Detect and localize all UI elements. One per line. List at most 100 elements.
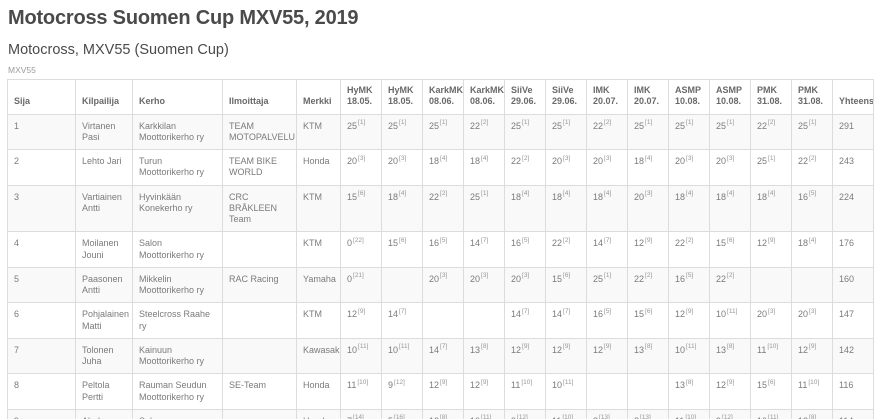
score-cell: 11[10] — [668, 408, 710, 419]
heat-position: [21] — [353, 272, 364, 280]
heat-position: [8] — [727, 343, 735, 351]
heat-position: [8] — [440, 414, 448, 419]
total-cell: 224 — [832, 184, 874, 233]
heat-position: [1] — [809, 119, 817, 126]
rank-cell: 7 — [7, 337, 76, 375]
score-cell: 16[5] — [422, 231, 464, 268]
table-row: 1 Virtanen Pasi Karkkilan Moottorikerho ry… — [7, 113, 874, 150]
table-header: Sija Kilpailija Kerho Ilmoittaja Merkki HyMK 1… — [7, 79, 874, 115]
heat-position: [8] — [481, 343, 489, 351]
score-cell: 22[2] — [463, 113, 505, 150]
heat-position: [1] — [727, 119, 735, 126]
heat-position: [9] — [727, 378, 735, 386]
heat-position: [3] — [809, 307, 817, 315]
column-header-event-3: KarkMK 08.06. — [422, 79, 464, 115]
event-name: ASMP — [675, 85, 702, 95]
page-title: Motocross Suomen Cup MXV55, 2019 — [8, 7, 359, 29]
heat-position: [3] — [686, 154, 694, 162]
score-cell: 10[11] — [463, 408, 505, 419]
heat-position: [2] — [727, 272, 735, 280]
brand-cell: KTM — [296, 231, 341, 268]
score-cell: 10[11] — [750, 408, 792, 419]
heat-position: [5] — [522, 236, 530, 244]
heat-position: [4] — [645, 154, 653, 162]
heat-position: [6] — [768, 378, 776, 386]
heat-position: [9] — [768, 236, 776, 244]
heat-position: [3] — [768, 307, 776, 315]
score-cell: 18[4] — [709, 184, 751, 233]
heat-position: [3] — [440, 272, 448, 280]
total-cell: 142 — [832, 337, 874, 375]
score-cell: 13[8] — [791, 408, 833, 419]
heat-position: [3] — [727, 154, 735, 162]
score-cell: 13[8] — [422, 408, 464, 419]
heat-position: [2] — [809, 154, 817, 162]
club-cell: Hyvinkään Konekerho ry — [132, 184, 223, 233]
heat-position: [10] — [808, 378, 820, 386]
score-cell: 12[9] — [340, 302, 382, 339]
heat-position: [9] — [809, 343, 817, 351]
event-name: SiiVe — [511, 85, 533, 95]
heat-position: [9] — [522, 343, 530, 351]
score-cell — [586, 373, 628, 410]
score-cell: 11[10] — [750, 337, 792, 375]
event-date: 29.06. — [552, 96, 578, 107]
heat-position: [4] — [522, 190, 530, 197]
table-row: 4 Moilanen Jouni Salon Moottorikerho ry KTM… — [7, 231, 874, 268]
heat-position: [11] — [727, 307, 738, 315]
total-cell: 243 — [832, 149, 874, 186]
score-cell: 18[4] — [381, 184, 423, 233]
heat-position: [1] — [399, 119, 407, 126]
score-cell: 25[1] — [791, 113, 833, 150]
heat-position: [1] — [358, 119, 366, 126]
column-header-sija: Sija — [7, 79, 76, 115]
brand-cell: KTM — [296, 113, 341, 150]
heat-position: [5] — [604, 307, 612, 315]
heat-position: [1] — [604, 272, 612, 280]
score-cell: 18[4] — [750, 184, 792, 233]
competitor-cell: Paasonen Antti — [75, 266, 133, 304]
score-cell: 20[3] — [791, 302, 833, 339]
entrant-cell: CRC BRÅKLEEN Team — [222, 184, 297, 233]
column-header-event-8: IMK 20.07. — [627, 79, 669, 115]
score-cell: 14[7] — [422, 337, 464, 375]
header-row: Sija Kilpailija Kerho Ilmoittaja Merkki HyMK 1… — [7, 79, 874, 115]
brand-cell: KTM — [296, 302, 341, 339]
entrant-cell — [222, 302, 297, 339]
total-cell: 160 — [832, 266, 874, 304]
score-cell: 20[3] — [668, 149, 710, 186]
score-cell: 14[7] — [463, 231, 505, 268]
rank-cell: 4 — [7, 231, 76, 268]
heat-position: [2] — [768, 119, 776, 126]
heat-position: [10] — [521, 378, 533, 386]
score-cell: 25[1] — [586, 266, 628, 304]
club-cell: Kainuun Moottorikerho ry — [132, 337, 223, 375]
brand-cell: Honda — [296, 149, 341, 186]
score-cell: 18[4] — [504, 184, 546, 233]
score-cell: 25[1] — [340, 113, 382, 150]
heat-position: [9] — [440, 378, 448, 386]
score-cell: 18[4] — [627, 149, 669, 186]
entrant-cell — [222, 337, 297, 375]
rank-cell: 9 — [7, 408, 76, 419]
score-cell — [791, 266, 833, 304]
heat-position: [2] — [604, 119, 612, 126]
score-cell: 22[2] — [545, 231, 587, 268]
score-cell: 20[3] — [586, 149, 628, 186]
heat-position: [4] — [440, 154, 448, 162]
score-cell: 13[8] — [709, 337, 751, 375]
score-cell: 11[10] — [791, 373, 833, 410]
score-cell — [627, 373, 669, 410]
heat-position: [3] — [645, 190, 653, 197]
entrant-cell: TEAM BIKE WORLD — [222, 149, 297, 186]
score-cell: 15[6] — [381, 231, 423, 268]
event-name: KarkMK — [429, 85, 464, 95]
score-cell: 10[11] — [668, 337, 710, 375]
score-cell: 10[11] — [381, 337, 423, 375]
heat-position: [3] — [399, 154, 407, 162]
score-cell: 20[3] — [750, 302, 792, 339]
event-date: 31.08. — [757, 96, 783, 107]
table-row: 7 Tolonen Juha Kainuun Moottorikerho ry Kaw… — [7, 337, 874, 375]
event-date: 08.06. — [470, 96, 496, 107]
heat-position: [4] — [399, 190, 407, 197]
